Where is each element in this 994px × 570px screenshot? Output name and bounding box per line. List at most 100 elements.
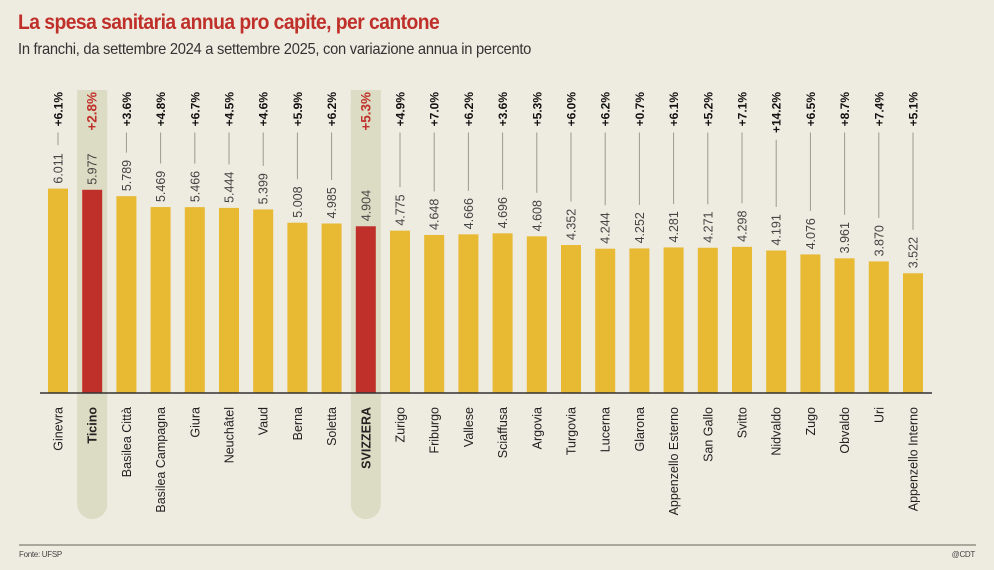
bar [82,189,103,393]
bar [492,233,513,393]
value-label: 5.466 [188,171,202,202]
category-label: Appenzello Interno [907,407,921,511]
change-label: +8.7% [838,92,852,127]
bar [526,236,547,393]
bar [868,261,889,393]
value-label: 4.666 [462,198,476,229]
value-label: 4.904 [359,190,373,221]
bar [355,226,376,393]
value-label: 4.191 [770,214,784,245]
change-label: +4.6% [257,92,271,127]
change-label: +4.5% [223,92,237,127]
bar [253,209,274,393]
category-label: Uri [872,407,886,423]
value-label: 3.870 [872,225,886,256]
bar [390,230,410,393]
value-label: 6.011 [52,153,66,183]
value-label: 4.648 [428,199,442,230]
bar [697,247,718,393]
change-label: +6.1% [667,92,681,127]
bar [800,254,821,393]
category-label: Zurigo [394,407,408,442]
bar [732,246,752,393]
category-label: Basilea Campagna [154,407,168,513]
value-label: 5.789 [120,160,134,191]
highlight-band-top [77,90,108,120]
change-label: +5.2% [701,92,715,127]
change-label: +4.9% [394,92,408,127]
bar [903,273,923,393]
value-label: 4.281 [667,211,681,242]
value-label: 5.399 [257,173,271,204]
change-label: +6.0% [565,92,579,127]
change-label: +5.3% [358,92,373,131]
value-label: 4.252 [633,212,647,243]
credit-note: @CDT [951,550,976,559]
change-label: +6.5% [804,92,818,127]
change-label: +7.4% [872,92,886,127]
bar [834,258,855,393]
category-label: Sciaffusa [496,407,510,458]
change-label: +7.1% [736,92,750,127]
value-label: 4.696 [496,197,510,228]
category-label: Basilea Città [120,407,134,477]
bar [150,207,171,393]
change-label: +3.6% [496,92,510,127]
change-label: +6.1% [52,92,66,127]
bar [458,234,479,393]
change-label: +7.0% [428,92,442,127]
value-label: 4.076 [804,218,818,249]
category-label: Glarona [633,407,647,452]
category-label: SVIZZERA [359,407,373,469]
chart-title: La spesa sanitaria annua pro capite, per… [18,11,440,34]
chart-subtitle: In franchi, da settembre 2024 a settembr… [18,41,532,58]
bar [219,207,239,393]
category-label: Vallese [462,407,476,447]
value-label: 5.469 [154,171,168,202]
change-label: +5.3% [530,92,544,127]
bar [287,222,308,393]
change-label: +3.6% [120,92,134,127]
category-label: Svitto [736,407,750,438]
category-label: Zugo [804,407,818,436]
category-label: Giura [188,407,202,438]
change-label: +6.7% [188,92,202,127]
bar [184,207,205,393]
change-label: +0.7% [633,92,647,127]
change-label: +4.8% [154,92,168,127]
bar [116,196,137,393]
value-label: 5.444 [223,172,237,203]
category-label: Berna [291,407,305,440]
category-label: Lucerna [599,407,613,452]
bar [561,245,581,393]
value-label: 4.608 [530,200,544,231]
change-label: +5.9% [291,92,305,127]
value-label: 5.977 [86,153,100,184]
category-label: Turgovia [565,407,579,455]
category-label: Appenzello Esterno [667,407,681,515]
footer-divider [19,544,976,546]
bar [766,250,787,393]
highlight-band-top [350,90,381,120]
bar [321,223,342,393]
bar [424,234,445,393]
source-note: Fonte: UFSP [19,550,62,559]
category-label: Soletta [325,407,339,446]
value-label: 4.298 [736,211,750,242]
category-label: Vaud [257,407,271,435]
value-label: 4.244 [599,212,613,243]
category-label: Ticino [86,407,100,444]
bar [48,188,68,393]
value-label: 4.775 [394,194,408,225]
category-label: Neuchâtel [223,407,237,463]
value-label: 3.961 [838,222,852,253]
change-label: +6.2% [462,92,476,127]
category-label: Nidvaldo [770,407,784,456]
value-label: 4.985 [325,187,339,218]
category-label: Argovia [530,407,544,449]
value-label: 5.008 [291,186,305,217]
change-label: +5.1% [907,92,921,127]
change-label: +6.2% [325,92,339,127]
category-label: Friburgo [428,407,442,454]
